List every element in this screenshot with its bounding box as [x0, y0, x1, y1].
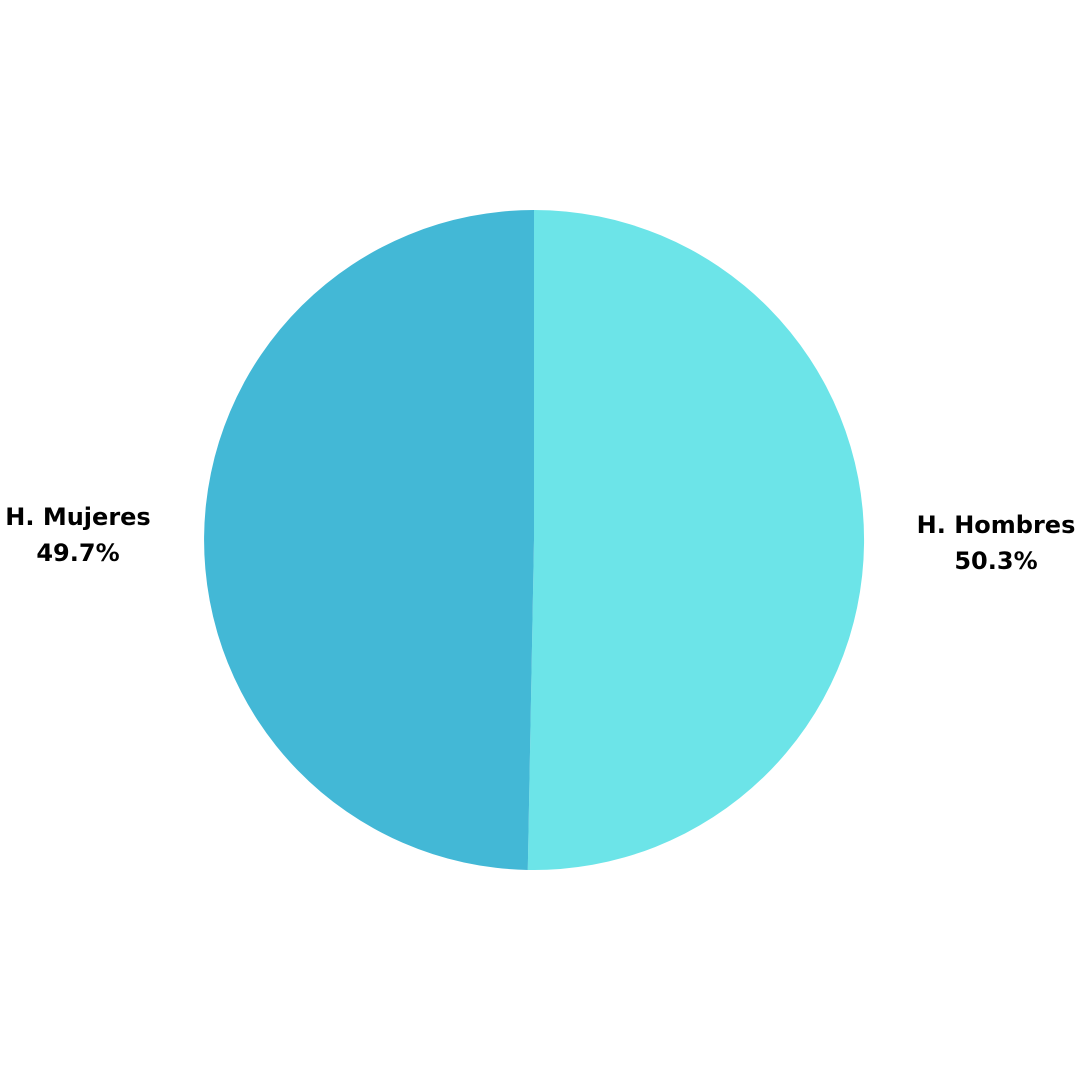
pie-slice-h-mujeres	[204, 210, 534, 870]
slice-value-hombres: 50.3%	[954, 547, 1038, 575]
pie-slice-h-hombres	[527, 209, 865, 870]
slice-value-mujeres: 49.7%	[36, 539, 120, 567]
slice-label-hombres: H. Hombres 50.3%	[886, 507, 1080, 579]
slice-name-hombres: H. Hombres	[916, 511, 1076, 539]
slice-name-mujeres: H. Mujeres	[5, 503, 151, 531]
slice-label-mujeres: H. Mujeres 49.7%	[0, 499, 188, 571]
